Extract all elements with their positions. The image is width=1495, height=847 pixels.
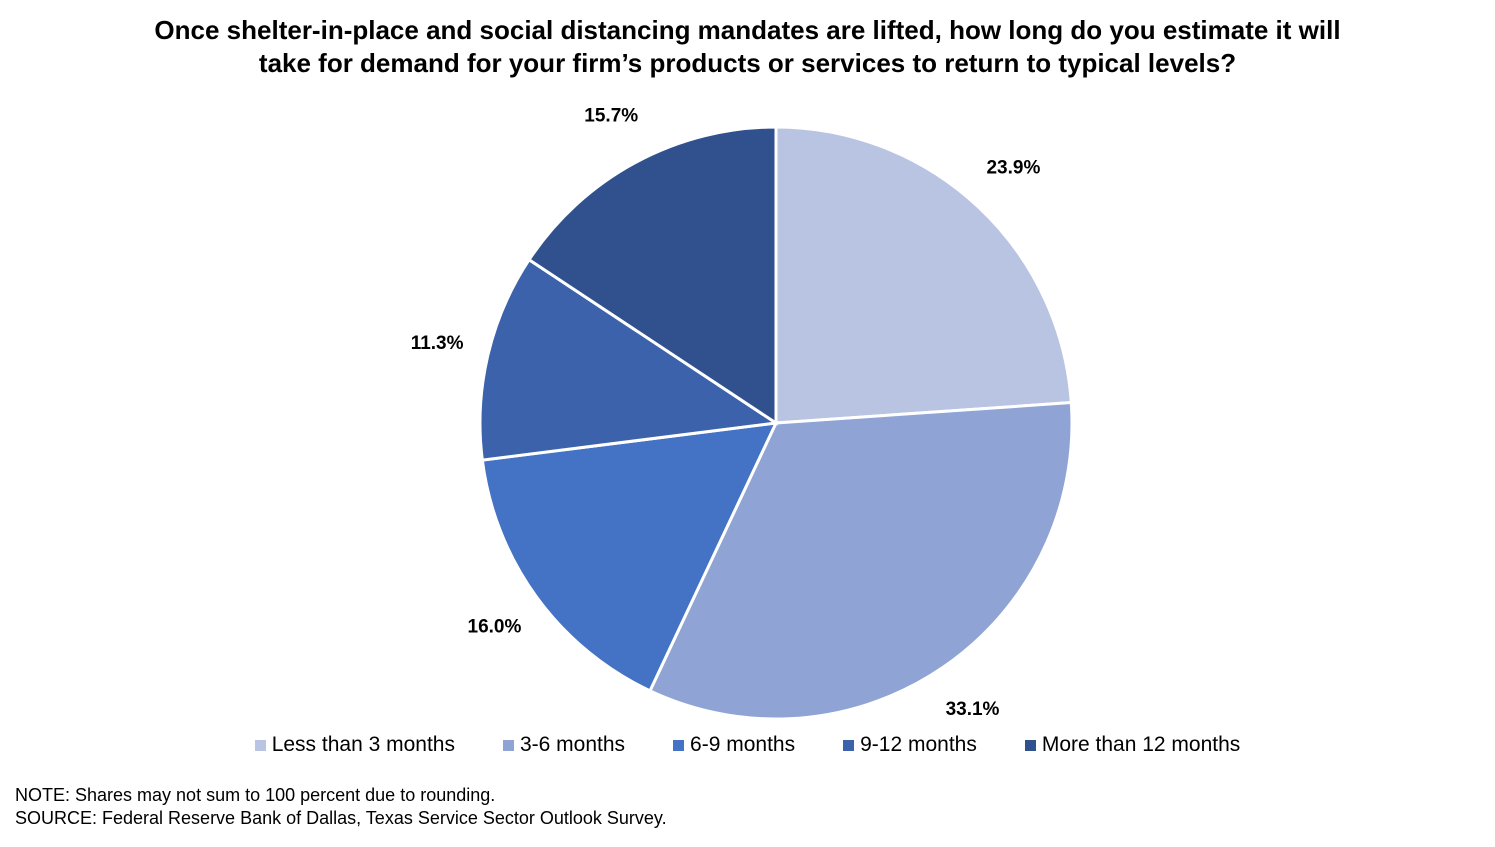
legend-label: 6-9 months	[690, 733, 796, 756]
chart-title-line-1: Once shelter-in-place and social distanc…	[154, 15, 1341, 45]
chart-title-line-2: take for demand for your firm’s products…	[258, 48, 1237, 78]
data-label-0: 23.9%	[986, 158, 1040, 179]
legend-swatch	[843, 739, 855, 751]
legend-label: 3-6 months	[519, 733, 626, 756]
data-label-1: 33.1%	[946, 699, 1000, 720]
legend-label: More than 12 months	[1041, 733, 1241, 756]
pie-chart: 23.9% 33.1% 16.0% 11.3% 15.7%	[411, 105, 1074, 721]
pie-slice-3	[478, 257, 781, 462]
legend-swatch	[673, 739, 685, 751]
pie-slice-0	[774, 125, 1073, 425]
note-text: NOTE: Shares may not sum to 100 percent …	[15, 785, 496, 805]
pie-slice-4	[527, 125, 778, 426]
pie-slice-2	[480, 421, 779, 693]
legend-item-less-than-3-months: Less than 3 months	[254, 733, 455, 757]
legend: Less than 3 months 3-6 months 6-9 months…	[0, 733, 1495, 757]
footnotes: NOTE: Shares may not sum to 100 percent …	[15, 784, 667, 830]
source-text: SOURCE: Federal Reserve Bank of Dallas, …	[15, 808, 667, 828]
legend-item-9-12-months: 9-12 months	[843, 733, 977, 757]
legend-label: Less than 3 months	[271, 733, 455, 756]
legend-item-6-9-months: 6-9 months	[673, 733, 795, 757]
pie-slice-1	[647, 400, 1074, 721]
legend-label: 9-12 months	[860, 733, 977, 756]
data-label-3: 11.3%	[411, 333, 464, 354]
legend-swatch	[254, 739, 266, 751]
data-label-4: 15.7%	[584, 105, 638, 126]
legend-item-more-than-12-months: More than 12 months	[1024, 733, 1241, 757]
chart-title: Once shelter-in-place and social distanc…	[0, 14, 1495, 80]
legend-item-3-6-months: 3-6 months	[502, 733, 626, 757]
legend-swatch	[1024, 739, 1036, 751]
data-label-2: 16.0%	[468, 617, 522, 638]
legend-swatch	[502, 739, 514, 751]
